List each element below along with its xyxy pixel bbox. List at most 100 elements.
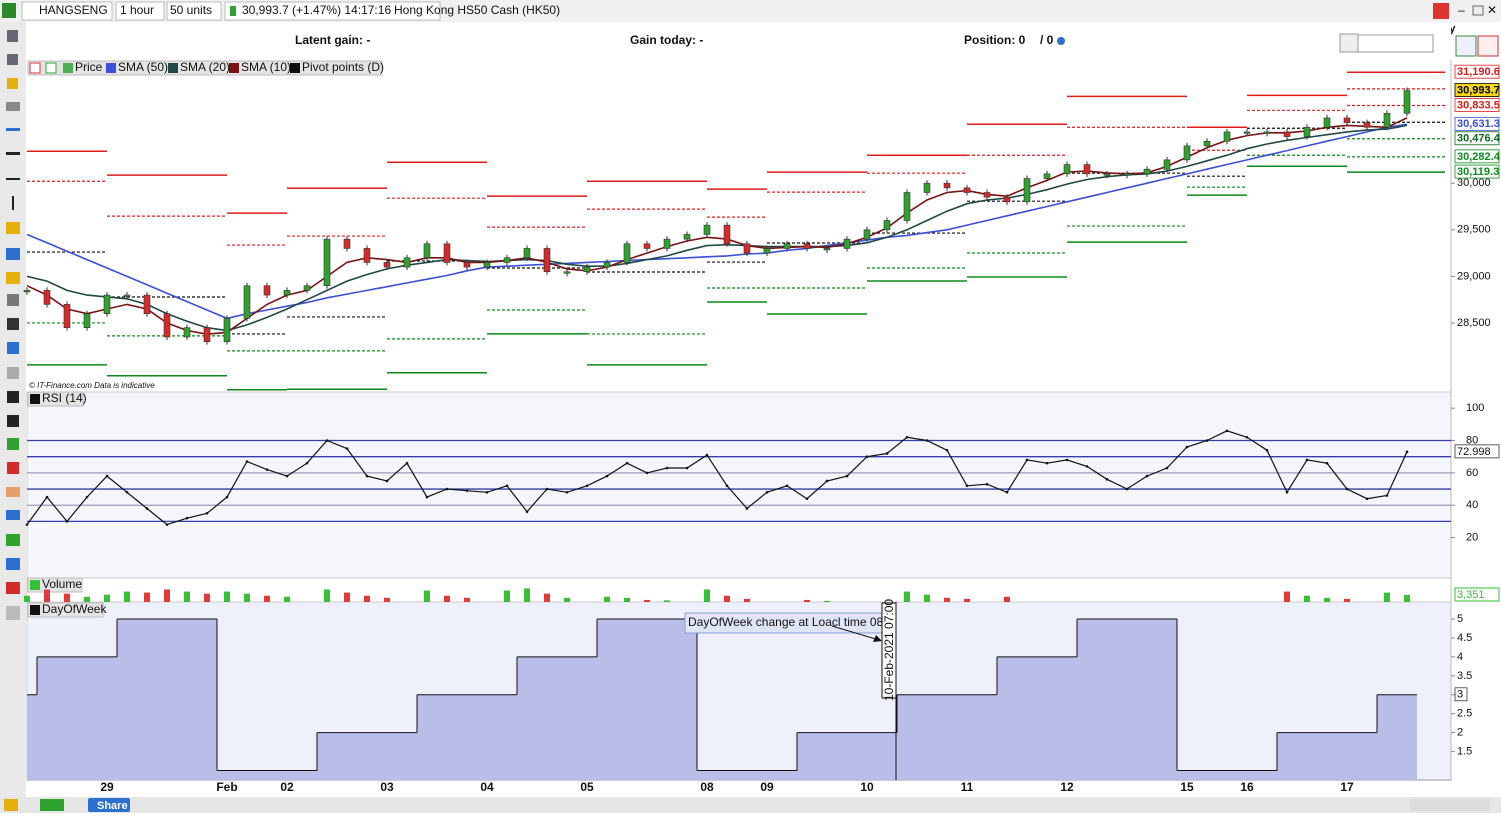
- dayofweek-area: [1257, 770, 1277, 780]
- size-box[interactable]: [166, 1, 222, 21]
- rsi-point: [1245, 435, 1249, 439]
- latent-gain: Latent gain: -: [295, 33, 370, 47]
- rsi-point: [1305, 458, 1309, 462]
- settings-tool[interactable]: [6, 606, 20, 620]
- ruler-tool[interactable]: [6, 102, 20, 111]
- brush-tool[interactable]: [7, 318, 19, 330]
- dayofweek-area: [697, 770, 717, 780]
- rsi-point: [285, 474, 289, 478]
- volume-bar: [1284, 591, 1290, 602]
- candle: [1083, 164, 1091, 175]
- dayofweek-area: [57, 656, 77, 780]
- text-tool[interactable]: [7, 391, 19, 403]
- volume-bar: [644, 599, 650, 602]
- draw-button[interactable]: [4, 799, 18, 811]
- rsi-point: [265, 468, 269, 471]
- candle: [1263, 131, 1271, 134]
- candle: [243, 285, 251, 319]
- dayofweek-area: [1077, 619, 1097, 780]
- rsi-point: [1405, 450, 1409, 454]
- arrow-tool[interactable]: [7, 415, 19, 427]
- candle: [1363, 122, 1371, 128]
- dayofweek-area: [897, 694, 917, 780]
- zoom-tool[interactable]: [7, 54, 18, 65]
- move-tool[interactable]: [7, 342, 19, 354]
- zoom-controls[interactable]: [1410, 799, 1490, 811]
- rsi-point: [165, 523, 169, 526]
- buy-arrow-tool[interactable]: [7, 438, 19, 450]
- rsi-point: [1225, 429, 1229, 433]
- settings-button[interactable]: [1339, 33, 1359, 53]
- volume-bar: [704, 589, 710, 602]
- delete-tool[interactable]: [7, 294, 19, 306]
- candle: [583, 266, 591, 273]
- candle: [1383, 112, 1391, 128]
- ellipse-tool[interactable]: [6, 487, 20, 497]
- pitchfork-tool[interactable]: [6, 558, 20, 570]
- triangle-tool[interactable]: [6, 534, 20, 546]
- rsi-point: [665, 466, 669, 470]
- volume-bar: [1344, 598, 1350, 602]
- dayofweek-area: [1377, 694, 1397, 780]
- candle: [143, 294, 151, 314]
- sell-arrow-tool[interactable]: [7, 462, 19, 474]
- dayofweek-area: [1237, 770, 1257, 780]
- legend-add[interactable]: [45, 62, 57, 74]
- dayofweek-area: [1017, 656, 1037, 780]
- candle: [1303, 126, 1311, 137]
- minimize[interactable]: –: [1458, 3, 1465, 17]
- dayofweek-area: [337, 732, 357, 780]
- rsi-point: [125, 490, 129, 494]
- alert-tool[interactable]: [7, 78, 18, 89]
- gann-tool[interactable]: [6, 582, 20, 594]
- legend-swatch: [30, 394, 40, 404]
- rect-tool[interactable]: [6, 510, 20, 520]
- maximize[interactable]: [1472, 5, 1484, 16]
- line-tool[interactable]: [6, 128, 20, 131]
- rsi-point: [865, 455, 869, 458]
- x-tick-label: 10: [860, 780, 874, 794]
- volume-bar: [244, 593, 250, 602]
- rsi-point: [245, 460, 249, 463]
- dayofweek-area: [1317, 732, 1337, 780]
- rsi-point: [1285, 490, 1289, 494]
- chart-icon[interactable]: [2, 3, 16, 18]
- interval-box[interactable]: [115, 1, 165, 21]
- refresh-icon[interactable]: [1433, 3, 1449, 19]
- candle: [1343, 117, 1351, 123]
- dayofweek-area: [497, 694, 517, 780]
- dayofweek-area: [957, 694, 977, 780]
- channel-tool[interactable]: [6, 222, 20, 234]
- symbol-box[interactable]: [21, 1, 113, 21]
- vline-tool[interactable]: [12, 196, 14, 210]
- plot-area: 29 Feb 02 03 04 05 08 09 10 11 12 15 16 17 30,000 29,50…: [23, 64, 1501, 794]
- legend-swatch: [30, 580, 40, 590]
- chart-type-button[interactable]: [40, 799, 64, 811]
- share-button[interactable]: [88, 798, 130, 812]
- sma-line: [26, 117, 1408, 336]
- fib-tool[interactable]: [6, 248, 20, 260]
- candle: [943, 182, 951, 189]
- candle: [1403, 90, 1411, 114]
- dayofweek-area: [197, 619, 217, 780]
- copy-tool[interactable]: [7, 367, 19, 379]
- rsi-point: [365, 474, 369, 478]
- y-tick-label: 29,000: [1457, 270, 1491, 282]
- volume-bar: [904, 591, 910, 602]
- qty-input[interactable]: [1357, 34, 1434, 53]
- candle: [1143, 168, 1151, 175]
- candle: [1003, 196, 1011, 203]
- candle: [123, 294, 131, 297]
- fan-tool[interactable]: [6, 272, 20, 284]
- position-icon[interactable]: [1057, 37, 1065, 45]
- dayofweek-area: [37, 656, 57, 780]
- trend-tool[interactable]: [6, 152, 20, 155]
- legend-remove[interactable]: [29, 62, 41, 74]
- sell-button[interactable]: [1477, 35, 1499, 57]
- close[interactable]: ✕: [1487, 3, 1497, 17]
- dayofweek-area: [1057, 656, 1077, 780]
- buy-button[interactable]: [1455, 35, 1477, 57]
- candle: [1123, 173, 1131, 176]
- hline-tool[interactable]: [6, 178, 20, 180]
- cursor-tool[interactable]: [7, 30, 18, 42]
